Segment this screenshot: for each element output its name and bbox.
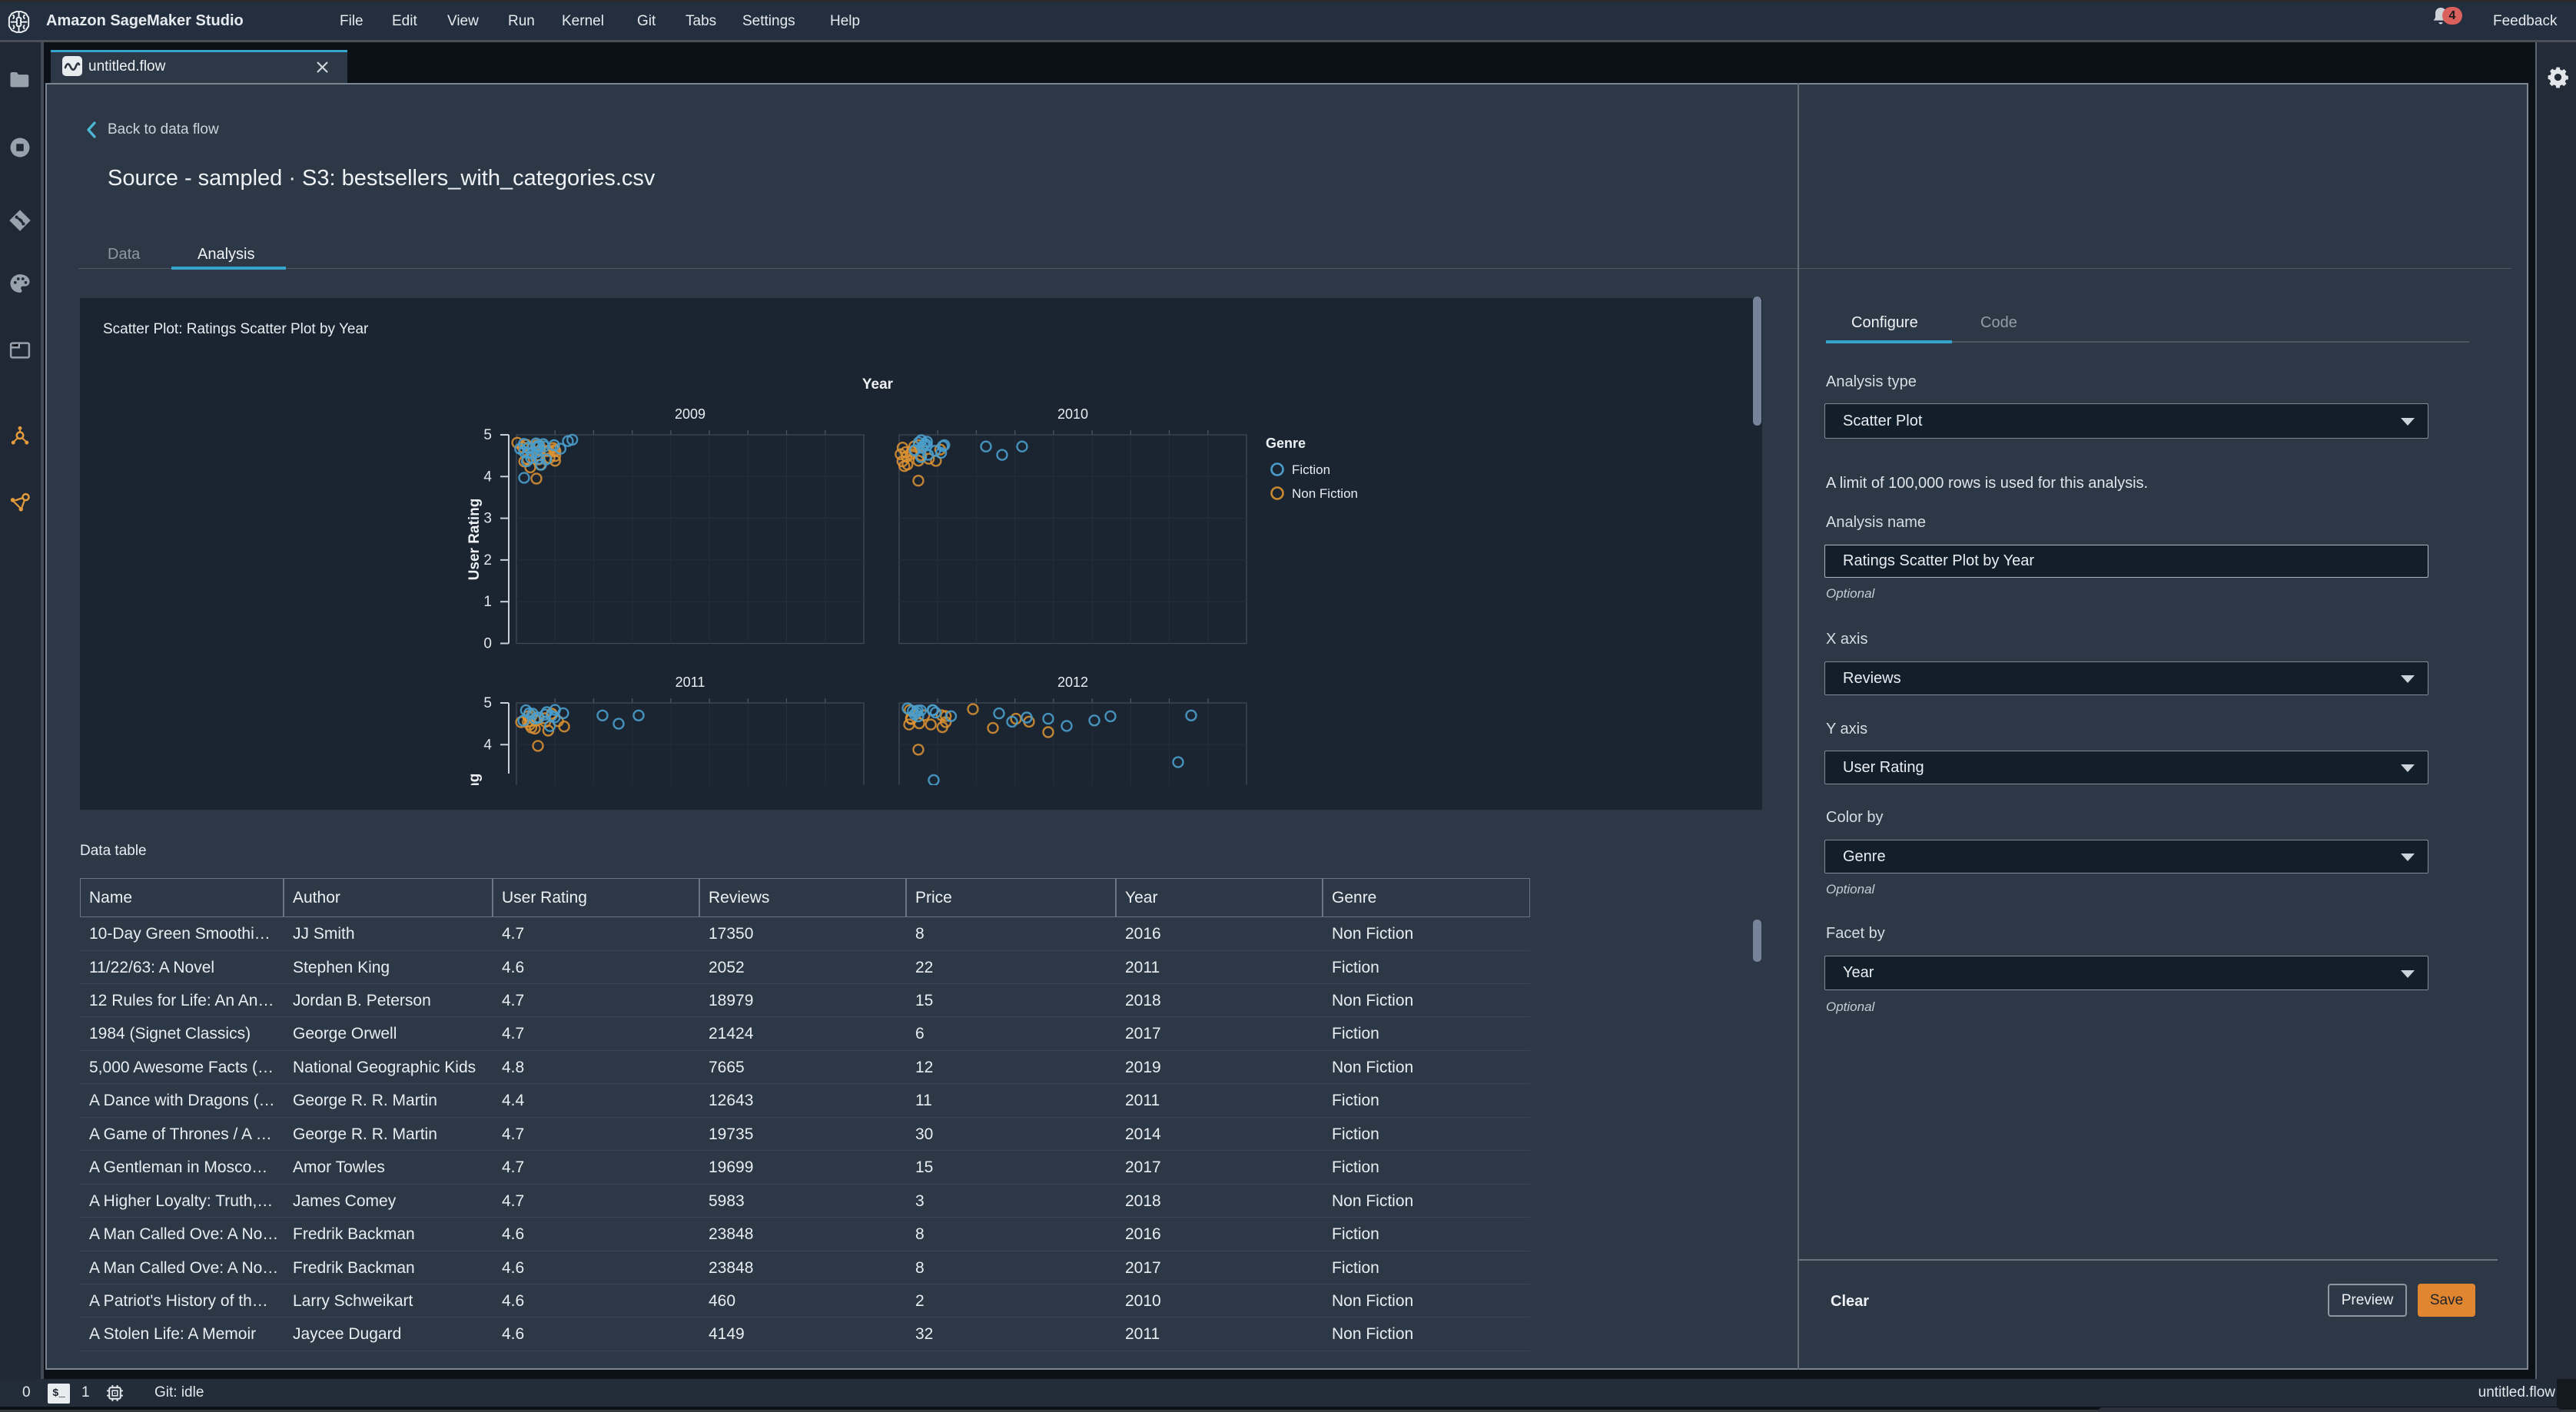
svg-text:4: 4: [483, 737, 492, 753]
svg-text:2: 2: [483, 552, 492, 568]
svg-text:Fiction: Fiction: [1292, 462, 1330, 477]
svg-text:Non Fiction: Non Fiction: [1292, 486, 1358, 501]
svg-text:2011: 2011: [676, 675, 705, 690]
svg-text:User Rating: User Rating: [466, 499, 483, 581]
svg-text:2012: 2012: [1057, 675, 1088, 690]
svg-text:4: 4: [483, 469, 492, 485]
svg-text:0: 0: [483, 636, 492, 652]
svg-text:5: 5: [483, 427, 492, 443]
svg-text:Genre: Genre: [1266, 436, 1306, 451]
svg-text:5: 5: [483, 695, 492, 711]
svg-text:2010: 2010: [1057, 406, 1088, 422]
svg-text:User Rating: User Rating: [466, 774, 483, 785]
svg-text:2009: 2009: [675, 406, 705, 422]
svg-text:1: 1: [483, 594, 492, 610]
svg-text:3: 3: [483, 511, 492, 527]
svg-text:Year: Year: [862, 376, 894, 393]
